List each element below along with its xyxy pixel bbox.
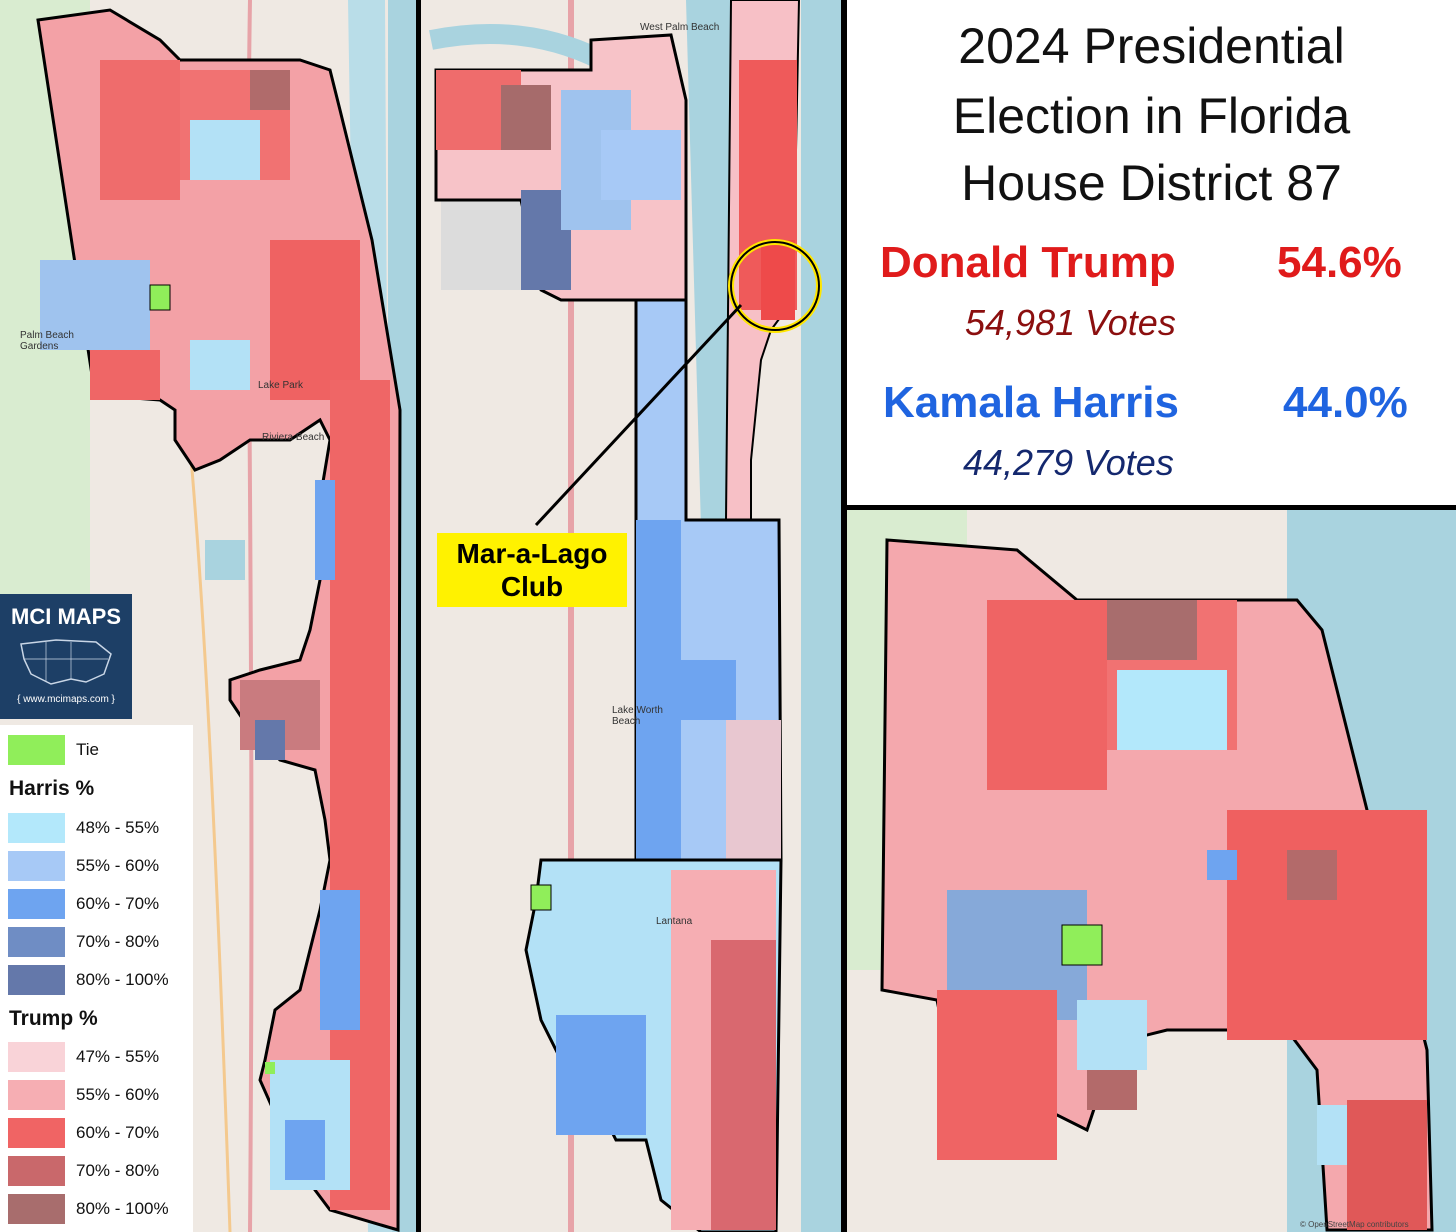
harris-pct: 44.0%: [1283, 378, 1408, 427]
trump-pct: 54.6%: [1277, 238, 1402, 287]
logo-title: MCI MAPS: [11, 604, 121, 629]
legend-label: 80% - 100%: [76, 1199, 169, 1218]
legend-label: 55% - 60%: [76, 856, 160, 875]
map-label-west-palm-beach: West Palm Beach: [640, 22, 720, 33]
mar-a-lago-callout: Mar-a-Lago Club: [437, 533, 627, 607]
map-panel-full-district: [0, 0, 416, 1232]
legend-swatch: [8, 1042, 65, 1072]
legend-swatch: [8, 1080, 65, 1110]
legend-harris-heading: Harris %: [9, 777, 95, 800]
legend-swatch: [8, 1156, 65, 1186]
legend-label: 47% - 55%: [76, 1047, 160, 1066]
legend-label: 55% - 60%: [76, 1085, 160, 1104]
map-label-riviera-beach: Riviera Beach: [262, 432, 325, 443]
legend-swatch: [8, 813, 65, 843]
map-panel-palm-beach: [421, 0, 841, 1232]
callout-line-1: Mar-a-Lago: [456, 538, 608, 569]
legend-label: 70% - 80%: [76, 1161, 160, 1180]
map-label-lantana: Lantana: [656, 916, 693, 927]
legend-label: 80% - 100%: [76, 970, 169, 989]
trump-name: Donald Trump: [880, 238, 1176, 287]
callout-line-2: Club: [500, 571, 564, 602]
legend-swatch: [8, 851, 65, 881]
map-panel-north: [847, 510, 1456, 1232]
title-line-1: 2024 Presidential: [958, 18, 1345, 74]
harris-name: Kamala Harris: [883, 378, 1179, 427]
harris-votes: 44,279 Votes: [963, 442, 1174, 483]
map-north: [847, 510, 1456, 1232]
title-line-2: Election in Florida: [952, 88, 1351, 144]
legend-label: 60% - 70%: [76, 1123, 160, 1142]
legend-tie-label: Tie: [76, 740, 99, 759]
map-label-lake-worth-beach: Lake Worth Beach: [612, 705, 663, 727]
legend-swatch: [8, 889, 65, 919]
map-label-lake-park: Lake Park: [258, 380, 304, 391]
legend-tie-swatch: [8, 735, 65, 765]
title-line-3: House District 87: [961, 155, 1342, 211]
legend-swatch: [8, 965, 65, 995]
legend: Tie Harris % 48% - 55% 55% - 60% 60% - 7…: [0, 725, 193, 1232]
trump-votes: 54,981 Votes: [965, 302, 1176, 343]
mci-maps-logo: MCI MAPS { www.mcimaps.com }: [0, 594, 132, 719]
legend-swatch: [8, 1194, 65, 1224]
map-palm-beach: [421, 0, 841, 1232]
us-map-icon: [20, 639, 112, 685]
legend-trump-heading: Trump %: [9, 1007, 98, 1030]
map-full-district: [0, 0, 416, 1232]
map-attribution: © OpenStreetMap contributors: [1300, 1220, 1409, 1229]
legend-swatch: [8, 1118, 65, 1148]
title-panel: 2024 Presidential Election in Florida Ho…: [847, 0, 1456, 505]
legend-swatch: [8, 927, 65, 957]
legend-label: 48% - 55%: [76, 818, 160, 837]
legend-label: 70% - 80%: [76, 932, 160, 951]
logo-url: { www.mcimaps.com }: [17, 694, 115, 705]
legend-label: 60% - 70%: [76, 894, 160, 913]
map-label-palm-beach-gardens: Palm Beach Gardens: [20, 330, 74, 352]
